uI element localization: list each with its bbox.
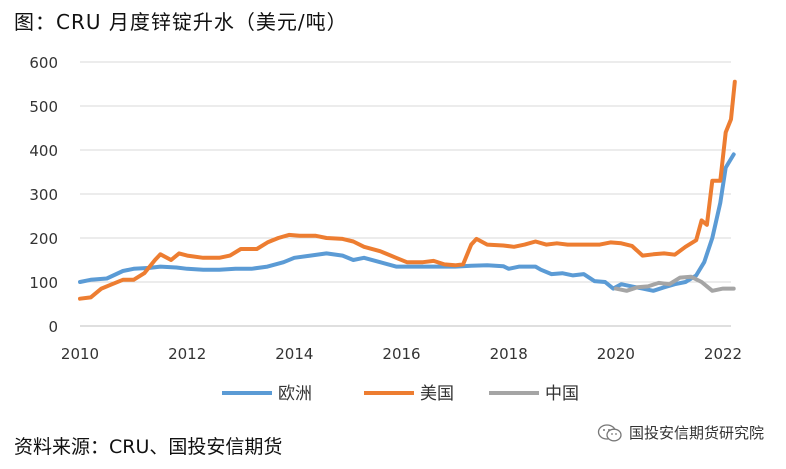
legend-label: 欧洲 [278, 384, 312, 404]
grid-lines [80, 61, 731, 327]
y-tick-label: 400 [29, 142, 58, 160]
x-tick-label: 2016 [382, 345, 420, 363]
x-tick-label: 2010 [61, 345, 99, 363]
x-tick-label: 2012 [168, 345, 206, 363]
y-tick-label: 100 [29, 274, 58, 292]
series-line-2 [613, 274, 736, 293]
series-line-0 [78, 152, 736, 293]
x-tick-label: 2022 [704, 345, 742, 363]
watermark-text: 国投安信期货研究院 [628, 424, 764, 442]
y-tick-label: 0 [48, 318, 58, 336]
y-tick-label: 600 [29, 54, 58, 72]
watermark: 国投安信期货研究院 [597, 422, 764, 443]
chart-title: 图：CRU 月度锌锭升水（美元/吨） [14, 10, 348, 34]
x-axis-ticks: 2010 2012 2014 2016 2018 2020 2022 [61, 345, 742, 363]
series-lines [78, 79, 737, 301]
y-tick-label: 300 [29, 186, 58, 204]
legend-label: 中国 [545, 384, 579, 404]
source-note: 资料来源：CRU、国投安信期货 [14, 436, 283, 458]
y-axis-ticks: 0 100 200 300 400 500 600 [29, 54, 58, 336]
series-line-1 [78, 79, 737, 301]
x-tick-label: 2020 [597, 345, 635, 363]
wechat-icon [597, 423, 622, 441]
y-tick-label: 500 [29, 98, 58, 116]
x-tick-label: 2014 [275, 345, 313, 363]
y-tick-label: 200 [29, 230, 58, 248]
legend-label: 美国 [420, 384, 454, 404]
x-tick-label: 2018 [490, 345, 528, 363]
legend: 欧洲 美国 中国 [222, 384, 579, 404]
